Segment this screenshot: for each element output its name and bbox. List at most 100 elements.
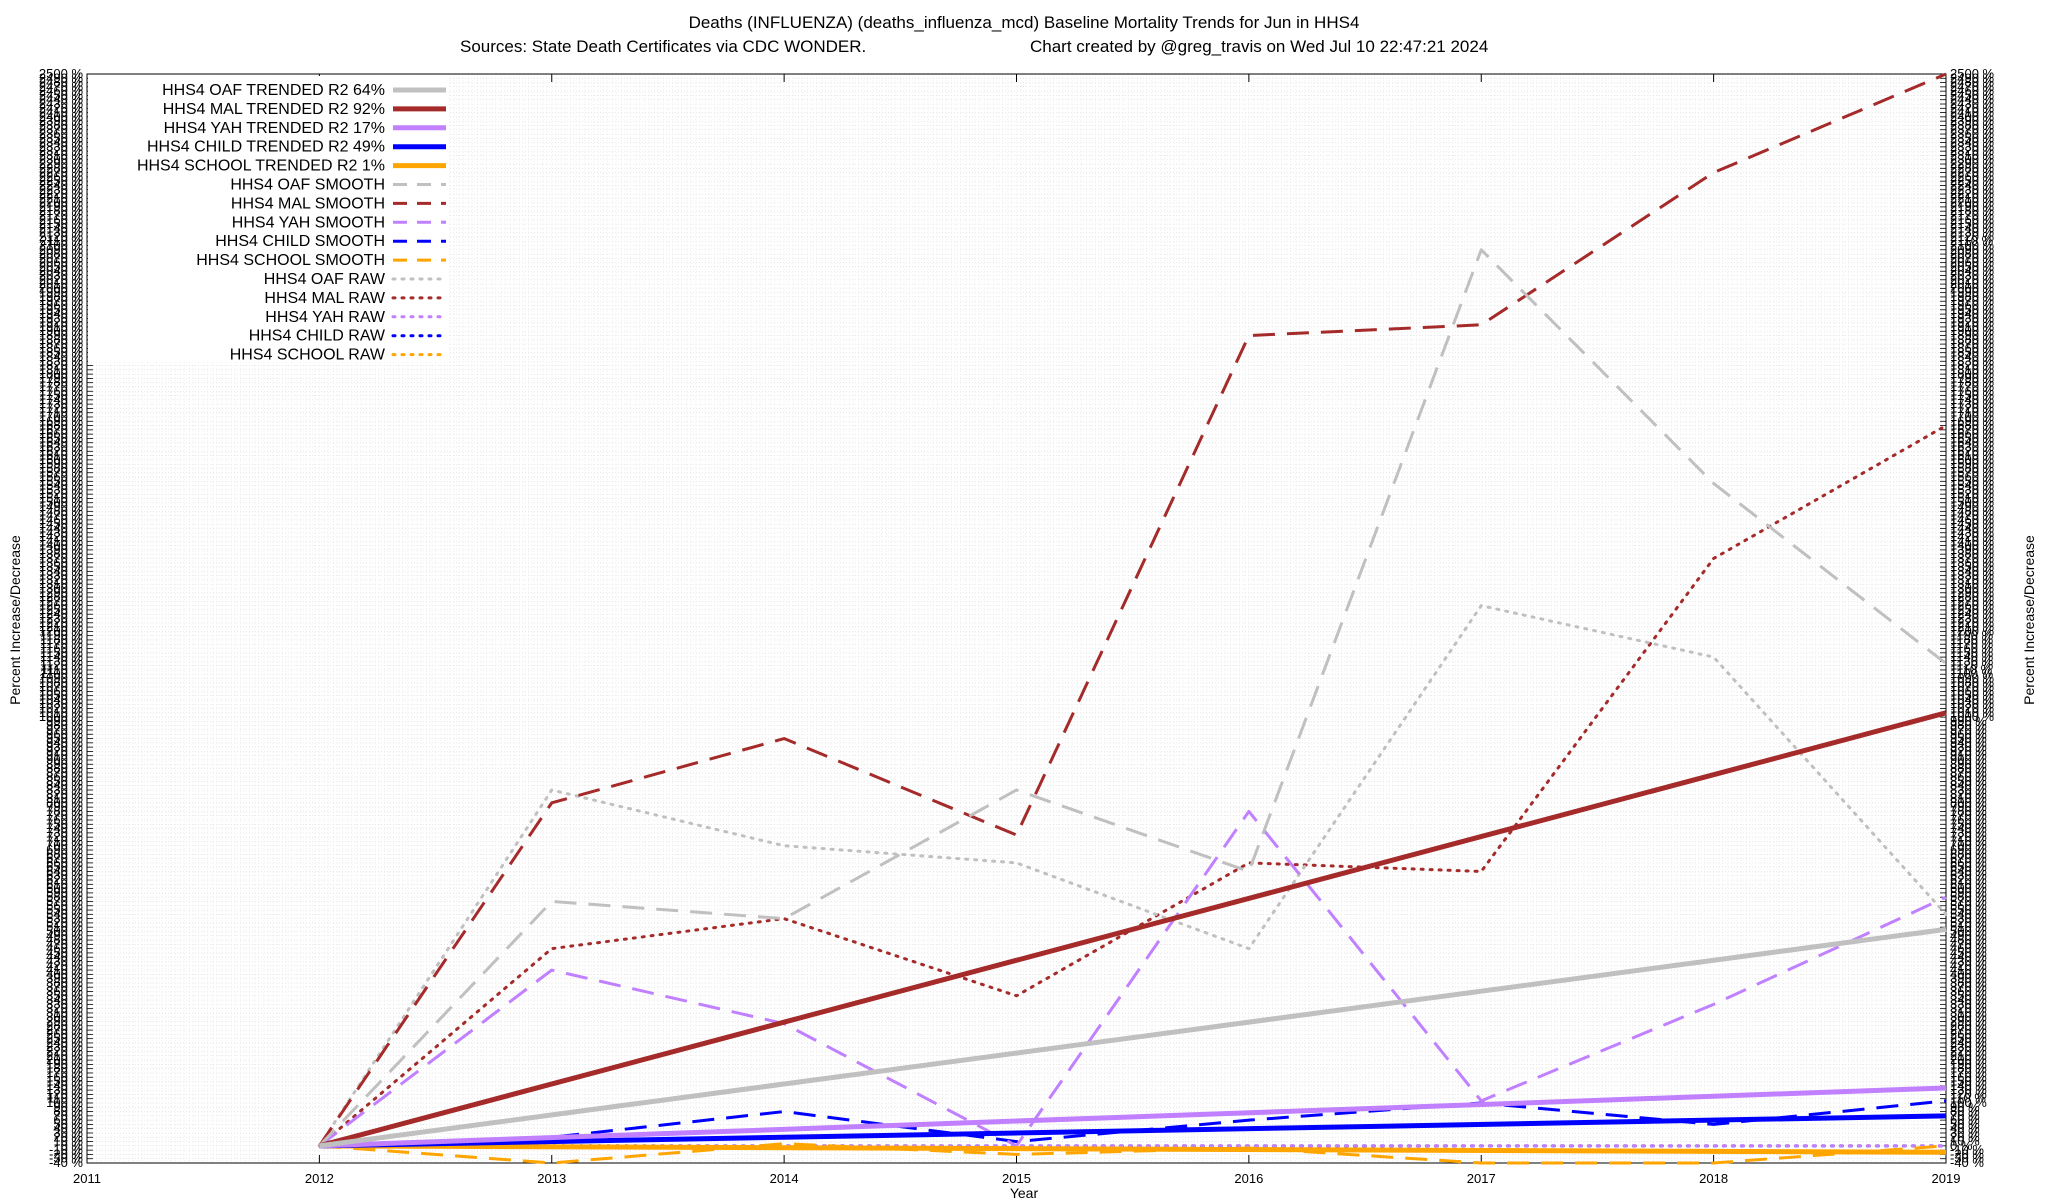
y-tick-label: 1550 %	[39, 473, 84, 488]
y-tick-label: 410 %	[46, 962, 83, 977]
y-tick-label: 1610 %	[39, 448, 84, 463]
y-tick-label: 870 %	[46, 765, 83, 780]
y-tick-label: 2440 %	[1950, 92, 1995, 107]
y-tick-label: 550 %	[46, 902, 83, 917]
y-tick-label: 1960 %	[39, 298, 84, 313]
y-tick-label: 970 %	[1950, 722, 1987, 737]
y-tick-label: 1730 %	[1950, 396, 1995, 411]
y-tick-label: 760 %	[46, 812, 83, 827]
y-tick-label: 310 %	[46, 1005, 83, 1020]
legend-entry-label: HHS4 YAH SMOOTH	[232, 214, 385, 231]
y-tick-label: 1180 %	[1950, 632, 1994, 647]
y-tick-label: 0 %	[61, 1138, 84, 1153]
series-line	[318, 72, 1947, 1147]
y-tick-label: 1040 %	[1950, 692, 1995, 707]
y-tick-label: 100 %	[46, 1095, 83, 1110]
y-tick-label: 980 %	[1950, 718, 1987, 733]
y-tick-label: 1150 %	[40, 645, 84, 660]
series-line	[319, 1143, 1947, 1155]
y-tick-label: 190 %	[1950, 1056, 1987, 1071]
y-tick-label: 1390 %	[39, 542, 84, 557]
y-tick-label: 160 %	[46, 1069, 83, 1084]
y-tick-label: 390 %	[46, 971, 83, 986]
y-tick-label: 180 %	[1950, 1061, 1987, 1076]
y-tick-label: 2350 %	[39, 130, 84, 145]
y-tick-label: 1870 %	[39, 336, 84, 351]
y-tick-label: 1140 %	[40, 649, 84, 664]
y-tick-label: 1700 %	[1950, 409, 1995, 424]
y-tick-label: 480 %	[1950, 932, 1987, 947]
y-tick-label: 510 %	[1950, 919, 1987, 934]
y-tick-label: 2290 %	[1950, 156, 1995, 171]
y-tick-label: 710 %	[1950, 833, 1987, 848]
y-tick-label: 1420 %	[39, 529, 84, 544]
y-tick-label: 1390 %	[1950, 542, 1995, 557]
y-tick-label: 560 %	[1950, 898, 1987, 913]
y-tick-label: 670 %	[1950, 851, 1987, 866]
y-tick-label: 240 %	[1950, 1035, 1987, 1050]
y-tick-label: 1220 %	[39, 615, 84, 630]
y-tick-label: 150 %	[46, 1074, 83, 1089]
y-tick-label: 1850 %	[39, 345, 84, 360]
y-tick-label: 350 %	[46, 988, 83, 1003]
y-tick-label: 2380 %	[39, 117, 84, 132]
y-tick-label: 400 %	[46, 966, 83, 981]
y-tick-label: 1070 %	[1950, 679, 1995, 694]
y-tick-label: 1480 %	[1950, 503, 1995, 518]
y-tick-label: 50 %	[1950, 1116, 1980, 1131]
y-tick-label: 1470 %	[39, 508, 84, 523]
y-tick-label: 1800 %	[1950, 366, 1995, 381]
y-tick-label: 1420 %	[1950, 529, 1995, 544]
y-tick-label: 2110 %	[1950, 233, 1994, 248]
y-tick-label: 1190 %	[40, 628, 84, 643]
y-tick-label: 520 %	[46, 915, 83, 930]
y-tick-label: 170 %	[1950, 1065, 1987, 1080]
y-tick-label: 1230 %	[1950, 611, 1995, 626]
y-tick-label: 0 %	[1950, 1138, 1973, 1153]
series-line	[319, 1085, 1947, 1149]
y-tick-label: 320 %	[46, 1001, 83, 1016]
y-tick-label: 20 %	[1950, 1129, 1980, 1144]
y-tick-label: 670 %	[46, 851, 83, 866]
y-tick-label: 760 %	[1950, 812, 1987, 827]
y-tick-label: 2450 %	[39, 87, 84, 102]
y-tick-label: 2240 %	[1950, 177, 1995, 192]
y-tick-label: 260 %	[1950, 1026, 1987, 1041]
y-tick-label: 2460 %	[1950, 83, 1995, 98]
y-tick-label: 220 %	[46, 1044, 83, 1059]
y-tick-label: 2430 %	[39, 96, 84, 111]
y-tick-label: 2320 %	[39, 143, 84, 158]
y-tick-label: 540 %	[46, 906, 83, 921]
y-tick-label: 530 %	[46, 911, 83, 926]
y-tick-label: 1140 %	[1950, 649, 1994, 664]
y-tick-label: 2180 %	[39, 203, 84, 218]
y-tick-label: 990 %	[46, 713, 83, 728]
y-tick-label: 2250 %	[39, 173, 84, 188]
y-tick-label: 2190 %	[1950, 199, 1995, 214]
y-tick-label: 820 %	[1950, 786, 1987, 801]
y-tick-label: 1690 %	[39, 413, 84, 428]
y-tick-label: 2460 %	[39, 83, 84, 98]
y-tick-label: 730 %	[1950, 825, 1987, 840]
y-tick-label: 90 %	[1950, 1099, 1980, 1114]
y-tick-label: 2060 %	[39, 255, 84, 270]
y-tick-label: 2130 %	[1950, 225, 1995, 240]
y-tick-label: 690 %	[46, 842, 83, 857]
y-tick-label: 1540 %	[39, 478, 84, 493]
y-tick-label: 1510 %	[1950, 490, 1995, 505]
y-tick-label: 1690 %	[1950, 413, 1995, 428]
y-tick-label: 1950 %	[39, 302, 84, 317]
y-tick-label: 1320 %	[1950, 572, 1995, 587]
y-tick-label: 860 %	[46, 769, 83, 784]
y-tick-label: 2200 %	[39, 195, 84, 210]
y-tick-label: 1590 %	[1950, 456, 1995, 471]
y-tick-label: 600 %	[1950, 881, 1987, 896]
y-tick-label: 1940 %	[1950, 306, 1995, 321]
y-tick-label: 1620 %	[1950, 443, 1995, 458]
y-tick-label: 870 %	[1950, 765, 1987, 780]
y-tick-label: 1680 %	[39, 418, 84, 433]
y-tick-label: 2390 %	[39, 113, 84, 128]
y-tick-label: 1330 %	[1950, 568, 1995, 583]
y-tick-label: 600 %	[46, 881, 83, 896]
y-tick-label: 1910 %	[39, 319, 84, 334]
